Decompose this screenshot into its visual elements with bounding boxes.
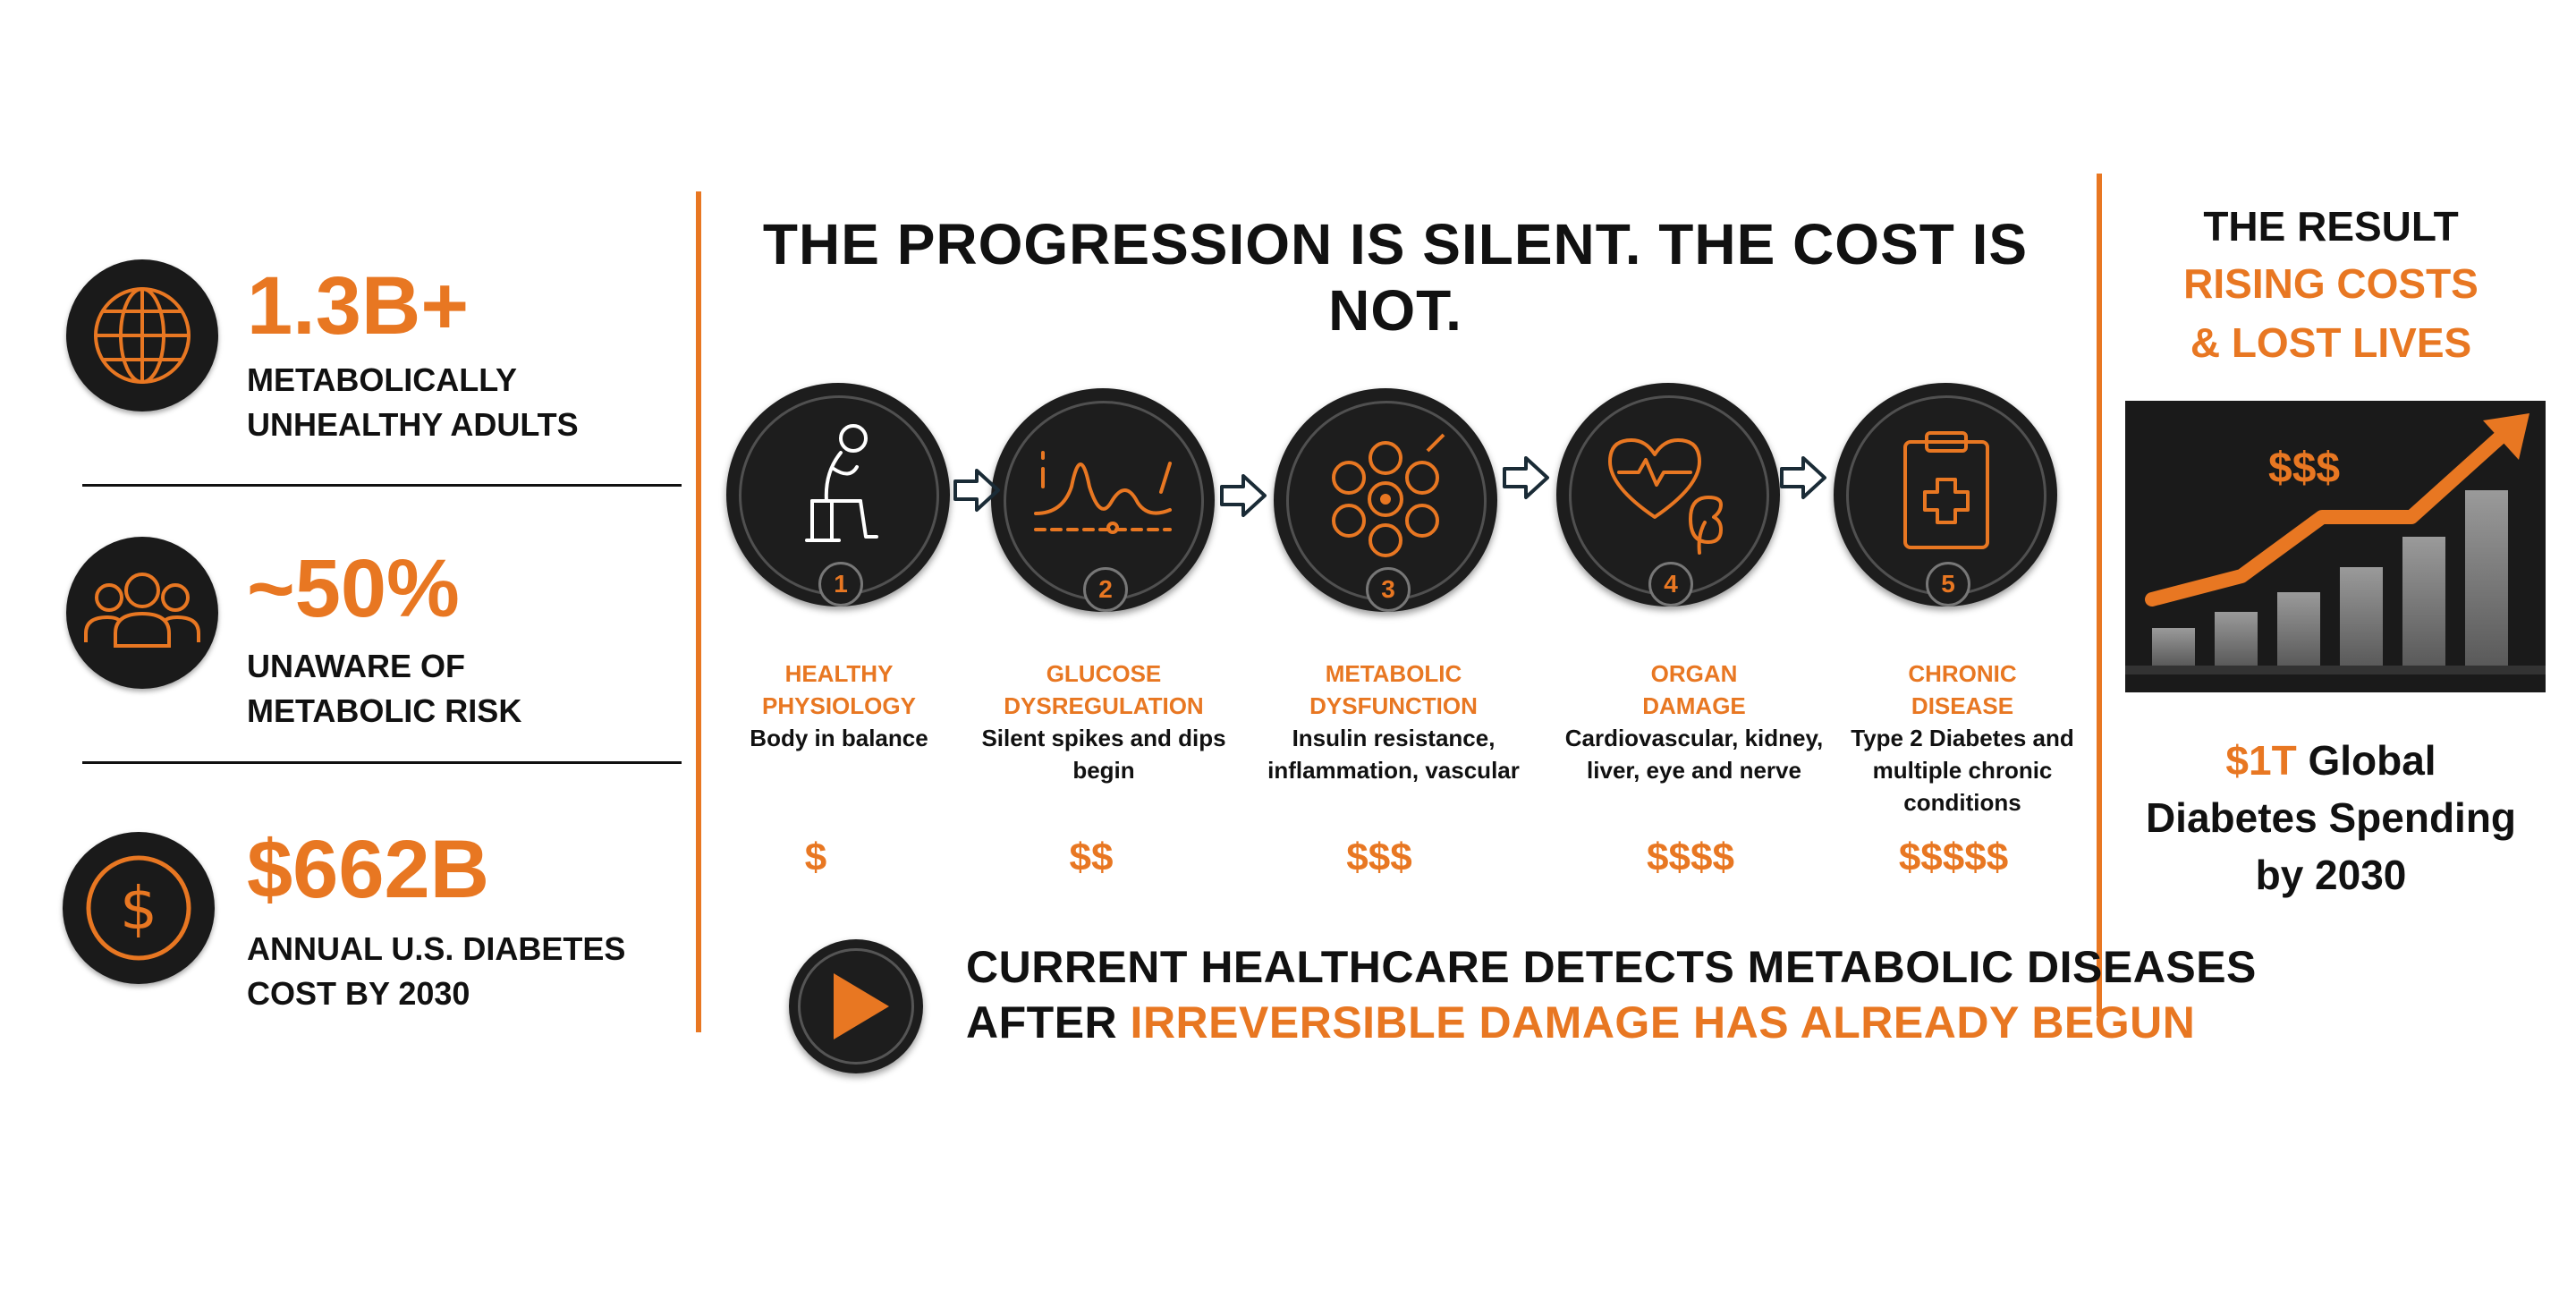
- step-title: GLUCOSE DYSREGULATION: [961, 658, 1247, 722]
- arrow-right-icon: [953, 469, 1000, 512]
- step-number: 2: [1083, 567, 1128, 612]
- step-title: HEALTHY PHYSIOLOGY: [696, 658, 982, 722]
- step-number: 5: [1926, 562, 1970, 607]
- left-separator: [696, 191, 701, 1032]
- step-cost: $$$$: [1647, 836, 1734, 879]
- dollar-icon: $: [63, 832, 215, 984]
- step-title-line: DISEASE: [1911, 692, 2014, 719]
- stat-label-line: COST BY 2030: [247, 975, 470, 1012]
- step-desc-line: Cardiovascular, kidney,: [1564, 725, 1824, 751]
- step-title-line: METABOLIC: [1325, 660, 1462, 687]
- step-desc-line: Insulin resistance,: [1292, 725, 1496, 751]
- step-title-line: PHYSIOLOGY: [762, 692, 916, 719]
- step-desc-line: inflammation, vascular: [1267, 757, 1520, 784]
- step-desc-line: Silent spikes and dips: [981, 725, 1226, 751]
- arrow-right-icon: [1503, 456, 1549, 499]
- step-title-line: ORGAN: [1650, 660, 1738, 687]
- stat-label-line: METABOLIC RISK: [247, 692, 522, 729]
- stat-value: ~50%: [247, 543, 460, 634]
- callout-line-1: CURRENT HEALTHCARE DETECTS METABOLIC DIS…: [966, 942, 2257, 992]
- spend-highlight: $1T: [2225, 737, 2297, 784]
- chart-label: $$$: [2268, 445, 2341, 492]
- stat-label: METABOLICALLY UNHEALTHY ADULTS: [247, 358, 676, 447]
- rising-bars-arrow-icon: $$$: [2125, 401, 2546, 692]
- step-description: Insulin resistance, inflammation, vascul…: [1250, 722, 1537, 786]
- step-desc-line: Body in balance: [750, 725, 928, 751]
- step-number: 1: [818, 562, 863, 607]
- step-desc-line: Type 2 Diabetes and: [1851, 725, 2074, 751]
- step-title-line: HEALTHY: [784, 660, 894, 687]
- play-icon: [789, 939, 923, 1073]
- step-1-circle: 1: [726, 383, 950, 607]
- divider: [82, 761, 682, 764]
- callout-prefix: AFTER: [966, 997, 1131, 1048]
- step-cost: $$$: [1346, 836, 1412, 879]
- step-number: 4: [1648, 562, 1693, 607]
- step-2-circle: 2: [991, 388, 1215, 612]
- result-subtitle-2: & LOST LIVES: [2190, 319, 2472, 366]
- step-title-line: CHRONIC: [1908, 660, 2017, 687]
- step-description: Silent spikes and dips begin: [961, 722, 1247, 786]
- people-icon: [66, 537, 218, 689]
- arrow-right-icon: [1220, 474, 1267, 517]
- arrow-right-icon: [1780, 456, 1826, 499]
- step-title-line: DAMAGE: [1642, 692, 1746, 719]
- glucose-wave-icon: [1034, 451, 1172, 534]
- step-3-circle: 3: [1274, 388, 1497, 612]
- stat-label: ANNUAL U.S. DIABETES COST BY 2030: [247, 927, 676, 1016]
- callout-highlight: IRREVERSIBLE DAMAGE HAS ALREADY BEGUN: [1130, 997, 2196, 1048]
- step-desc-line: liver, eye and nerve: [1587, 757, 1801, 784]
- step-desc-line: multiple chronic: [1872, 757, 2053, 784]
- divider: [82, 484, 682, 487]
- step-5-circle: 5: [1834, 383, 2057, 607]
- spend-line-3: by 2030: [2255, 852, 2407, 898]
- svg-text:$: $: [120, 874, 157, 943]
- callout-line-2: AFTER IRREVERSIBLE DAMAGE HAS ALREADY BE…: [966, 1000, 2195, 1045]
- step-title-line: DYSFUNCTION: [1309, 692, 1478, 719]
- page-title: THE PROGRESSION IS SILENT. THE COST IS N…: [762, 212, 2029, 343]
- step-description: Type 2 Diabetes and multiple chronic con…: [1819, 722, 2106, 819]
- stat-value: 1.3B+: [247, 260, 470, 352]
- step-title-line: DYSREGULATION: [1004, 692, 1204, 719]
- step-cost: $$$$$: [1898, 836, 2009, 879]
- step-cost: $: [804, 836, 827, 879]
- step-description: Cardiovascular, kidney, liver, eye and n…: [1551, 722, 1837, 786]
- stat-value: $662B: [247, 824, 490, 915]
- stat-label-line: METABOLICALLY: [247, 361, 517, 398]
- step-title: CHRONIC DISEASE: [1819, 658, 2106, 722]
- spend-line-1: $1T Global: [2116, 732, 2546, 789]
- play-ring: [798, 948, 914, 1065]
- step-cost: $$: [1069, 836, 1114, 879]
- spending-statement: $1T Global Diabetes Spending by 2030: [2116, 732, 2546, 904]
- clipboard-medical-icon: [1903, 431, 1989, 549]
- step-number: 3: [1366, 567, 1411, 612]
- stat-label: UNAWARE OF METABOLIC RISK: [247, 644, 676, 734]
- spend-line-1-rest: Global: [2296, 737, 2436, 784]
- result-subtitle-1: RISING COSTS: [2183, 260, 2479, 307]
- step-desc-line: conditions: [1903, 789, 2021, 816]
- seated-person-icon: [805, 424, 878, 542]
- step-description: Body in balance: [696, 722, 982, 754]
- step-title: ORGAN DAMAGE: [1551, 658, 1837, 722]
- step-desc-line: begin: [1072, 757, 1135, 784]
- right-separator: [2097, 174, 2102, 1016]
- stat-label-line: UNHEALTHY ADULTS: [247, 406, 579, 443]
- stat-label-line: UNAWARE OF: [247, 648, 466, 684]
- globe-icon: [66, 259, 218, 411]
- step-4-circle: 4: [1556, 383, 1780, 607]
- stat-label-line: ANNUAL U.S. DIABETES: [247, 930, 626, 967]
- cell-cluster-icon: [1332, 433, 1445, 557]
- heart-kidney-icon: [1608, 438, 1723, 555]
- spend-line-2: Diabetes Spending: [2145, 794, 2517, 841]
- result-title: THE RESULT: [2203, 203, 2459, 250]
- step-title: METABOLIC DYSFUNCTION: [1250, 658, 1537, 722]
- step-title-line: GLUCOSE: [1046, 660, 1162, 687]
